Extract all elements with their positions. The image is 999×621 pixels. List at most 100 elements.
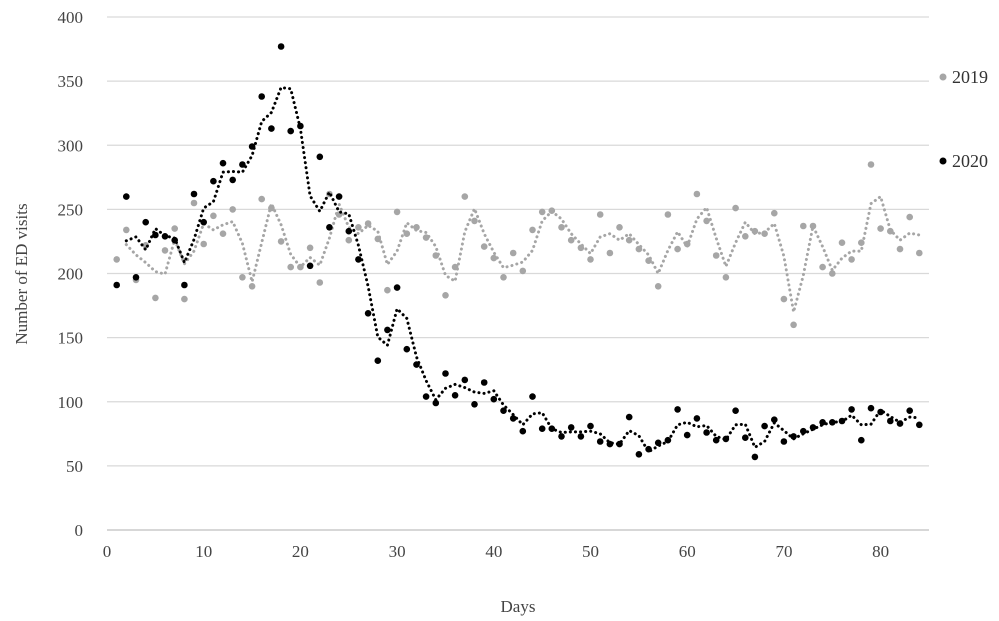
data-point-2019 — [538, 208, 546, 216]
data-point-2020 — [152, 231, 159, 239]
data-point-2020 — [335, 193, 343, 200]
data-point-2020 — [829, 419, 836, 426]
data-point-2019 — [123, 226, 130, 234]
data-point-2020 — [674, 406, 681, 413]
x-tick-label: 30 — [389, 542, 406, 561]
data-point-2020 — [326, 224, 333, 231]
y-tick-label: 100 — [58, 393, 84, 412]
data-point-2020 — [413, 361, 420, 368]
data-point-2020 — [848, 406, 855, 413]
data-point-2019 — [800, 222, 807, 230]
data-point-2020 — [219, 159, 227, 167]
data-point-2020 — [403, 345, 411, 353]
data-point-2019 — [877, 225, 884, 232]
data-point-2020 — [123, 193, 130, 200]
data-point-2020 — [287, 127, 295, 135]
data-point-2019 — [432, 252, 440, 259]
data-point-2020 — [800, 427, 807, 435]
y-tick-label: 300 — [58, 136, 84, 155]
y-tick-label: 200 — [58, 265, 84, 284]
data-point-2019 — [848, 256, 855, 263]
data-point-2019 — [896, 245, 904, 253]
data-point-2019 — [374, 235, 382, 243]
data-point-2020 — [596, 438, 604, 445]
data-point-2019 — [780, 295, 788, 303]
data-point-2020 — [742, 434, 749, 442]
data-point-2020 — [693, 415, 701, 422]
data-point-2020 — [664, 436, 672, 444]
data-point-2019 — [181, 295, 188, 303]
data-point-2020 — [316, 153, 324, 161]
data-point-2019 — [596, 211, 604, 218]
data-point-2020 — [364, 310, 372, 317]
x-tick-label: 70 — [775, 542, 792, 561]
data-point-2019 — [152, 294, 159, 302]
data-point-2020 — [239, 161, 246, 168]
data-point-2020 — [200, 218, 207, 226]
data-point-2019 — [384, 286, 391, 294]
data-point-2020 — [809, 424, 817, 431]
data-point-2020 — [451, 392, 459, 399]
data-point-2019 — [219, 230, 227, 237]
y-tick-label: 400 — [58, 8, 84, 27]
data-point-2020 — [422, 393, 430, 400]
data-point-2020 — [374, 357, 382, 365]
legend-label-2019: 2019 — [952, 67, 988, 87]
data-point-2020 — [161, 233, 169, 240]
data-point-2020 — [500, 407, 507, 415]
data-point-2020 — [606, 440, 614, 448]
data-point-2020 — [635, 451, 643, 458]
data-point-2020 — [722, 435, 730, 443]
data-point-2020 — [654, 439, 662, 447]
data-point-2019 — [480, 243, 488, 250]
data-point-2019 — [200, 240, 207, 248]
data-point-2020 — [519, 427, 527, 435]
data-point-2019 — [771, 209, 778, 217]
data-point-2020 — [258, 93, 266, 100]
data-point-2020 — [132, 274, 140, 281]
y-tick-label: 150 — [58, 329, 84, 348]
data-point-2019 — [790, 321, 797, 329]
data-point-2020 — [645, 445, 652, 453]
gridlines — [107, 16, 929, 531]
data-point-2020 — [297, 122, 304, 130]
data-point-2020 — [896, 420, 904, 427]
data-point-2019 — [722, 274, 730, 281]
x-tick-label: 60 — [679, 542, 696, 561]
data-point-2020 — [190, 190, 198, 198]
data-point-2019 — [887, 227, 894, 235]
data-point-2019 — [393, 208, 401, 216]
data-point-2019 — [558, 224, 565, 231]
data-point-2020 — [625, 413, 633, 421]
data-point-2019 — [413, 224, 420, 231]
data-point-2019 — [500, 274, 507, 281]
data-point-2020 — [345, 227, 353, 235]
data-point-2019 — [858, 239, 865, 246]
data-point-2020 — [181, 281, 188, 289]
data-point-2019 — [751, 227, 759, 235]
y-tick-label: 250 — [58, 200, 84, 219]
data-point-2020 — [142, 218, 149, 226]
data-point-2020 — [751, 453, 759, 461]
data-point-2019 — [838, 239, 846, 246]
data-point-2019 — [277, 238, 285, 245]
y-axis-title: Number of ED visits — [12, 203, 31, 344]
data-point-2020 — [306, 262, 314, 270]
x-tick-label: 80 — [872, 542, 889, 561]
data-point-2019 — [471, 217, 478, 225]
data-point-2020 — [577, 433, 585, 440]
data-point-2020 — [916, 421, 923, 429]
data-point-2020 — [171, 236, 178, 244]
trendline-2019 — [124, 194, 921, 313]
data-point-2019 — [703, 217, 710, 225]
data-point-2019 — [829, 270, 836, 277]
data-point-2020 — [509, 415, 517, 422]
data-point-2019 — [906, 213, 913, 221]
data-point-2019 — [461, 193, 469, 200]
data-point-2020 — [771, 416, 778, 424]
data-point-2019 — [587, 256, 594, 263]
data-point-2020 — [819, 419, 826, 426]
x-tick-label: 10 — [195, 542, 212, 561]
data-point-2020 — [761, 422, 768, 430]
data-point-2020 — [490, 395, 498, 403]
